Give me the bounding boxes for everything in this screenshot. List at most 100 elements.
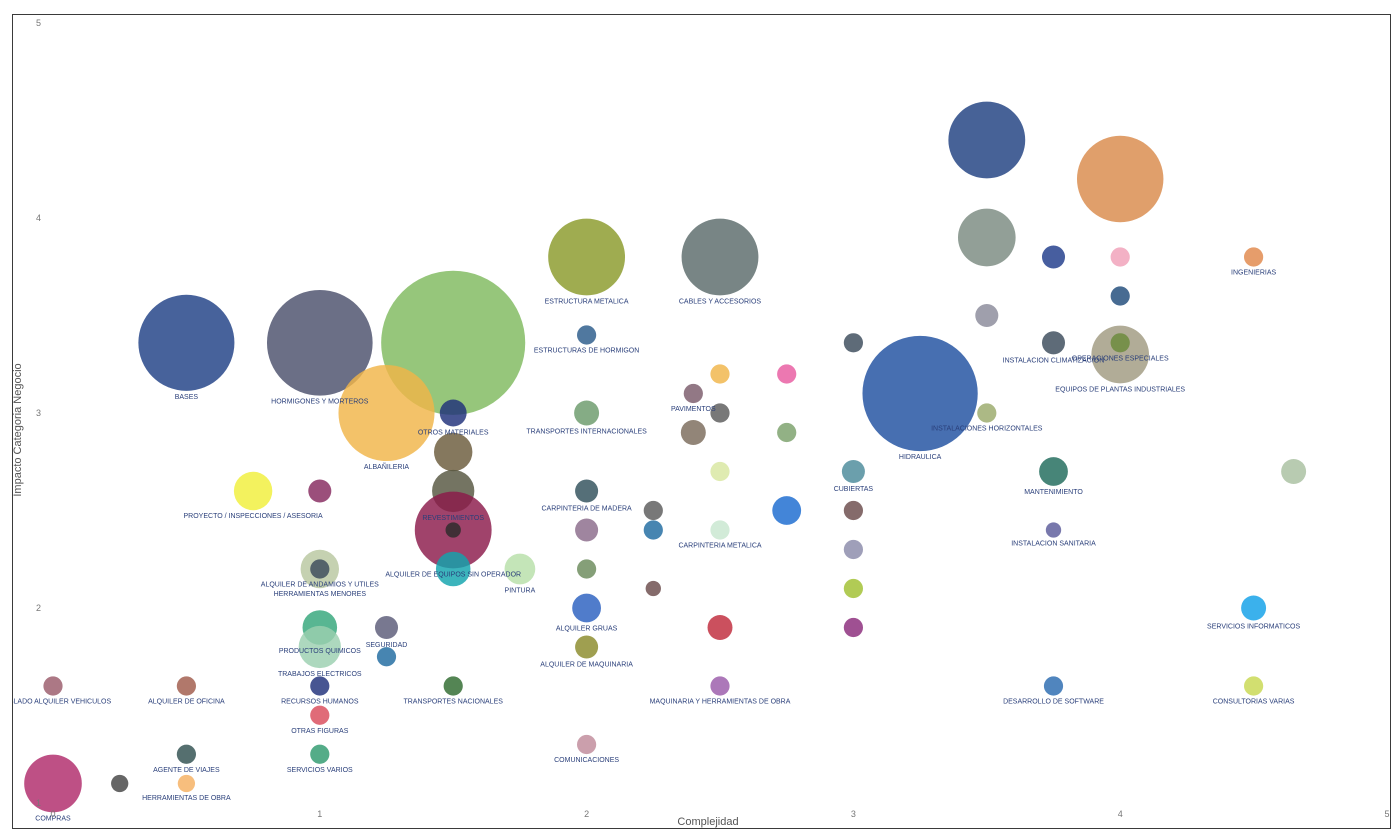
bubble[interactable]	[310, 559, 330, 579]
bubble[interactable]	[1039, 457, 1068, 486]
bubble[interactable]	[177, 774, 196, 793]
bubble-label: PRODUCTOS QUIMICOS	[279, 648, 361, 655]
bubble-label: SEGURIDAD	[366, 642, 408, 649]
bubble-label: HORMIGONES Y MORTEROS	[271, 399, 369, 406]
bubble[interactable]	[643, 500, 663, 521]
bubble[interactable]	[576, 325, 597, 345]
bubbles-layer	[24, 101, 1307, 813]
bubble[interactable]	[575, 635, 599, 659]
bubble[interactable]	[862, 335, 978, 452]
bubble[interactable]	[298, 625, 341, 669]
bubble[interactable]	[176, 676, 197, 696]
bubble[interactable]	[710, 403, 730, 423]
bubble[interactable]	[772, 496, 802, 525]
bubble-label: PAVIMENTOS	[671, 406, 716, 413]
bubble[interactable]	[43, 676, 63, 696]
bubble[interactable]	[310, 744, 330, 764]
bubble[interactable]	[843, 578, 864, 599]
bubble[interactable]	[843, 333, 864, 353]
bubble[interactable]	[1243, 676, 1264, 696]
bubble[interactable]	[645, 580, 661, 597]
x-tick-label: 2	[584, 809, 589, 819]
bubble[interactable]	[948, 101, 1026, 179]
bubble[interactable]	[504, 553, 536, 585]
bubble[interactable]	[777, 422, 797, 443]
bubble-label: CUBIERTAS	[834, 486, 874, 493]
bubble-label: ALQUILER DE OFICINA	[148, 699, 225, 706]
bubble[interactable]	[574, 400, 600, 426]
bubble[interactable]	[439, 399, 467, 427]
bubble[interactable]	[710, 520, 730, 540]
bubble[interactable]	[376, 647, 397, 667]
bubble[interactable]	[777, 364, 797, 384]
y-tick-label: 3	[36, 408, 41, 418]
bubble-label: COMPRAS	[35, 815, 71, 822]
bubble-label: CABLES Y ACCESORIOS	[679, 298, 762, 305]
bubble-label: ALQUILER DE MAQUINARIA	[540, 662, 633, 669]
bubble[interactable]	[24, 754, 82, 813]
bubble-chart: BASES HORMIGONES Y MORTEROS ALBAÑILERIA OTR…	[13, 18, 1390, 828]
bubble[interactable]	[443, 676, 463, 696]
bubble[interactable]	[548, 218, 626, 296]
bubble[interactable]	[707, 615, 733, 640]
bubble-label: ALQUILER DE EQUIPOS SIN OPERADOR	[385, 571, 521, 578]
bubble-label: ESTRUCTURAS DE HORMIGON	[534, 348, 639, 355]
x-tick-label: 5	[1384, 809, 1389, 819]
bubble[interactable]	[1091, 325, 1150, 384]
bubble[interactable]	[111, 774, 129, 793]
bubble[interactable]	[338, 364, 435, 462]
x-tick-label: 1	[317, 809, 322, 819]
bubble-label: ALQUILER DE ANDAMIOS Y UTILES	[261, 582, 379, 589]
bubble[interactable]	[575, 479, 599, 503]
bubble[interactable]	[435, 551, 471, 587]
bubble[interactable]	[310, 705, 330, 725]
bubble[interactable]	[266, 289, 373, 396]
y-tick-label: 2	[36, 603, 41, 613]
bubble-label: BASES	[175, 394, 199, 401]
bubble[interactable]	[843, 500, 864, 521]
bubble[interactable]	[576, 559, 597, 579]
bubble[interactable]	[710, 676, 730, 696]
bubble[interactable]	[310, 676, 330, 696]
bubble[interactable]	[233, 471, 273, 511]
bubble[interactable]	[643, 520, 663, 540]
bubble-label: OPERACIONES ESPECIALES	[1072, 355, 1169, 362]
bubble[interactable]	[977, 403, 997, 423]
y-axis-label: Impacto Categoria Negocio	[13, 363, 24, 496]
y-tick-label: 5	[36, 18, 41, 28]
bubble[interactable]	[1110, 333, 1130, 353]
bubble[interactable]	[683, 383, 703, 404]
bubble[interactable]	[1243, 247, 1264, 267]
bubble[interactable]	[433, 432, 473, 472]
bubble[interactable]	[1241, 595, 1267, 621]
bubble[interactable]	[445, 522, 461, 538]
bubble[interactable]	[680, 420, 706, 445]
bubble[interactable]	[843, 539, 864, 560]
bubble[interactable]	[841, 459, 865, 484]
bubble-label: TRANSPORTES INTERNACIONALES	[526, 428, 647, 435]
bubble-label: ESTRUCTURA METALICA	[545, 298, 629, 305]
bubble[interactable]	[1110, 247, 1130, 267]
bubble[interactable]	[1281, 459, 1307, 484]
bubble[interactable]	[1110, 286, 1130, 306]
bubble[interactable]	[138, 294, 235, 391]
bubble[interactable]	[576, 734, 597, 755]
bubble[interactable]	[374, 615, 399, 640]
bubble[interactable]	[572, 593, 602, 623]
bubble[interactable]	[681, 218, 759, 296]
bubble[interactable]	[575, 518, 599, 542]
bubble[interactable]	[1041, 245, 1066, 269]
bubble[interactable]	[710, 364, 730, 384]
bubble[interactable]	[308, 479, 332, 503]
bubble-label: COMUNICACIONES	[554, 757, 619, 764]
bubble[interactable]	[176, 744, 197, 764]
bubble[interactable]	[1045, 522, 1062, 538]
bubble[interactable]	[1076, 135, 1164, 223]
bubble[interactable]	[1041, 331, 1066, 355]
bubble[interactable]	[1043, 676, 1064, 696]
bubble[interactable]	[843, 617, 864, 638]
bubble[interactable]	[957, 208, 1016, 267]
bubble-label: INSTALACIONES HORIZONTALES	[931, 426, 1043, 433]
bubble[interactable]	[975, 303, 999, 328]
bubble[interactable]	[710, 461, 730, 482]
